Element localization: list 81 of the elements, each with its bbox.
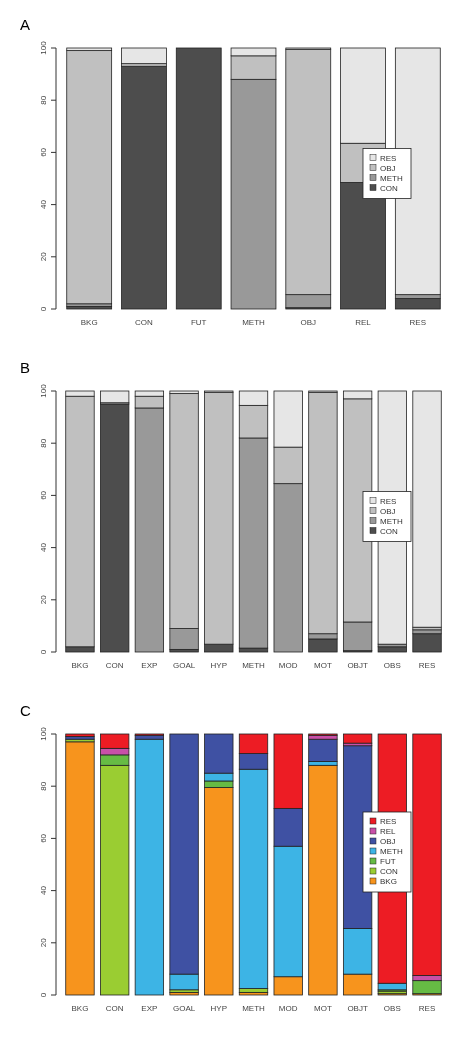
- bar: [134, 738, 165, 996]
- y-tick-label: 60: [39, 833, 48, 843]
- y-tick-label: 20: [39, 251, 48, 262]
- x-tick-label: OBS: [383, 661, 401, 670]
- legend-label: OBJ: [380, 506, 396, 516]
- y-tick-label: 40: [39, 885, 48, 896]
- x-tick-label: RES: [418, 1004, 436, 1013]
- x-tick-label: HYP: [210, 1004, 228, 1013]
- x-tick-label: EXP: [141, 1004, 158, 1013]
- x-tick-label: RES: [409, 318, 427, 327]
- y-tick-label: 40: [39, 542, 48, 553]
- x-tick-label: OBS: [383, 1004, 401, 1013]
- x-tick-label: MOD: [278, 1004, 298, 1013]
- chart-title: A: [20, 16, 31, 33]
- x-tick-label: CON: [105, 1004, 124, 1013]
- legend-label: FUT: [380, 857, 396, 866]
- legend-label: CON: [380, 526, 398, 536]
- y-tick-label: 0: [39, 306, 48, 312]
- chart-title: C: [20, 702, 31, 719]
- bar: [394, 298, 441, 310]
- y-tick-label: 0: [39, 649, 48, 655]
- x-tick-label: BKG: [71, 1004, 89, 1013]
- y-tick-label: 20: [39, 594, 48, 605]
- chart-title: B: [20, 359, 31, 376]
- x-tick-label: MOT: [314, 661, 332, 670]
- bar: [121, 47, 167, 65]
- y-tick-label: 0: [39, 992, 48, 998]
- y-tick-label: 60: [39, 147, 48, 157]
- y-tick-label: 100: [39, 383, 48, 398]
- y-tick-label: 80: [39, 781, 48, 791]
- legend-label: BKG: [380, 877, 397, 886]
- legend-label: METH: [380, 173, 403, 183]
- legend-label: REL: [380, 827, 397, 836]
- y-tick-label: 80: [39, 95, 48, 105]
- legend-label: METH: [380, 847, 403, 856]
- x-tick-label: METH: [242, 1004, 266, 1013]
- x-tick-label: OBJT: [347, 661, 368, 670]
- legend-label: RES: [380, 496, 397, 506]
- x-tick-label: REL: [355, 318, 372, 327]
- x-tick-label: BKG: [71, 661, 89, 670]
- bar: [308, 638, 338, 653]
- y-tick-label: 20: [39, 937, 48, 948]
- y-tick-label: 40: [39, 199, 48, 210]
- legend-label: RES: [380, 153, 397, 163]
- x-tick-label: OBJ: [300, 318, 317, 327]
- x-tick-label: GOAL: [172, 1004, 196, 1013]
- x-tick-label: EXP: [141, 661, 158, 670]
- legend-label: RES: [380, 817, 397, 826]
- bar: [342, 733, 373, 744]
- x-tick-label: MOT: [314, 1004, 332, 1013]
- x-tick-label: RES: [418, 661, 436, 670]
- bar: [412, 633, 442, 653]
- x-tick-label: METH: [242, 661, 266, 670]
- y-tick-label: 100: [39, 726, 48, 741]
- legend-label: CON: [380, 867, 398, 876]
- x-tick-label: HYP: [210, 661, 228, 670]
- bar: [308, 764, 338, 996]
- x-tick-label: OBJT: [347, 1004, 368, 1013]
- x-tick-label: FUT: [190, 318, 207, 327]
- x-tick-label: CON: [135, 318, 154, 327]
- bar: [100, 390, 130, 404]
- bar: [308, 738, 338, 762]
- bar: [65, 741, 95, 996]
- bar: [121, 65, 167, 310]
- bar: [412, 980, 442, 995]
- legend-label: METH: [380, 516, 403, 526]
- legend-label: CON: [380, 183, 398, 193]
- y-tick-label: 80: [39, 438, 48, 448]
- bar: [100, 403, 130, 653]
- bar: [377, 646, 407, 653]
- x-tick-label: MOD: [278, 661, 298, 670]
- x-tick-label: GOAL: [172, 661, 196, 670]
- x-tick-label: CON: [105, 661, 124, 670]
- bar: [175, 47, 222, 310]
- legend-label: OBJ: [380, 163, 396, 173]
- x-tick-label: BKG: [80, 318, 98, 327]
- legend-label: OBJ: [380, 837, 396, 846]
- y-tick-label: 60: [39, 490, 48, 500]
- x-tick-label: METH: [242, 318, 266, 327]
- bar: [66, 50, 113, 305]
- y-tick-label: 100: [39, 40, 48, 55]
